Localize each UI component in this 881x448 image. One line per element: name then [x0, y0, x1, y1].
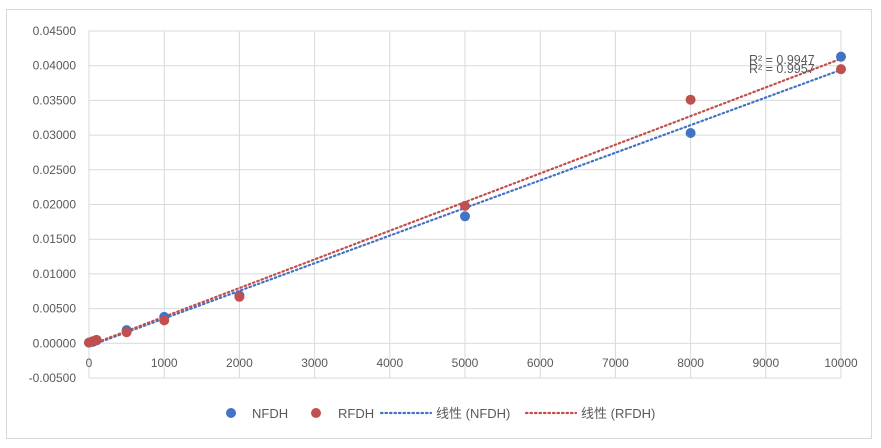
r-squared-label: R² = 0.9957	[749, 62, 815, 76]
y-tick-label: 0.03500	[33, 93, 77, 107]
x-tick-label: 7000	[602, 356, 629, 370]
legend-label-rfdh: RFDH	[338, 406, 374, 421]
data-point-rfdh	[460, 200, 470, 211]
data-points	[84, 51, 846, 348]
y-tick-label: 0.00000	[33, 336, 77, 350]
data-point-rfdh	[159, 315, 170, 326]
x-tick-label: 3000	[301, 356, 328, 370]
gridlines	[88, 30, 842, 379]
y-tick-label: -0.00500	[29, 371, 77, 385]
x-tick-label: 4000	[376, 356, 403, 370]
data-point-nfdh	[685, 128, 696, 139]
x-axis-tick-labels: 0 1000 2000 3000 4000 5000 6000 7000 8000 9000 100…	[86, 356, 858, 370]
data-point-rfdh	[234, 291, 245, 302]
data-point-rfdh	[121, 327, 132, 338]
x-tick-label: 1000	[151, 356, 178, 370]
data-point-rfdh	[91, 334, 102, 345]
x-tick-label: 10000	[824, 356, 858, 370]
y-tick-label: 0.02500	[33, 163, 77, 177]
y-tick-label: 0.01000	[33, 267, 77, 281]
legend-marker-nfdh	[226, 408, 236, 418]
x-tick-label: 9000	[752, 356, 779, 370]
y-tick-label: 0.02000	[33, 198, 77, 212]
legend-label-trend-nfdh: 线性 (NFDH)	[436, 406, 510, 421]
x-tick-label: 2000	[226, 356, 253, 370]
legend-label-trend-rfdh: 线性 (RFDH)	[581, 406, 655, 421]
y-tick-label: 0.00500	[33, 302, 77, 316]
y-tick-label: 0.04000	[33, 59, 77, 73]
legend: NFDH RFDH 线性 (NFDH) 线性 (RFDH)	[226, 406, 655, 421]
y-tick-label: 0.01500	[33, 232, 77, 246]
x-tick-label: 8000	[677, 356, 704, 370]
y-tick-label: 0.04500	[33, 24, 77, 38]
chart-area	[6, 9, 872, 439]
x-tick-label: 0	[86, 356, 93, 370]
y-tick-label: 0.03000	[33, 128, 77, 142]
data-point-nfdh	[836, 51, 846, 62]
data-point-rfdh	[836, 64, 846, 75]
legend-marker-rfdh	[311, 408, 321, 418]
data-point-rfdh	[685, 94, 696, 105]
y-axis-tick-labels: 0.04500 0.04000 0.03500 0.03000 0.02500 0.020…	[29, 24, 77, 385]
r-squared-label: R² = 0.9947	[749, 53, 815, 67]
data-point-nfdh	[460, 211, 470, 222]
x-tick-label: 5000	[452, 356, 479, 370]
legend-label-nfdh: NFDH	[252, 406, 288, 421]
x-tick-label: 6000	[527, 356, 554, 370]
